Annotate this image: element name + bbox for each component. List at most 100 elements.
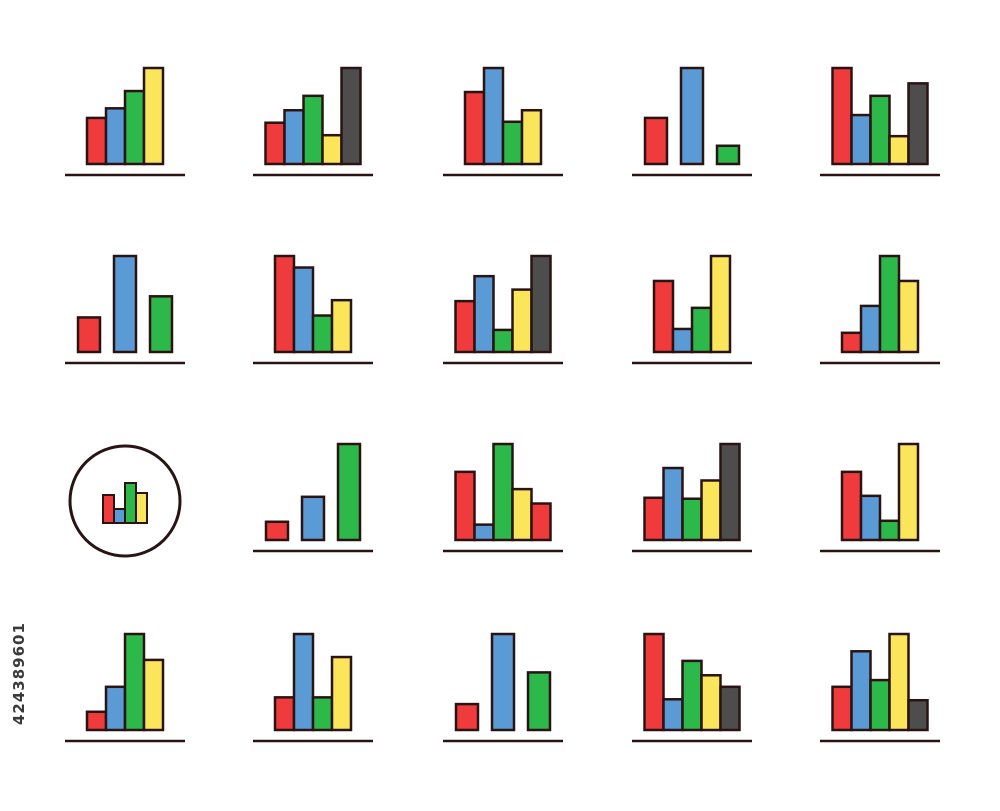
bar-3 — [311, 314, 334, 354]
circle-frame — [68, 444, 182, 558]
icon-bar-chart-11 — [68, 444, 182, 558]
icon-bar-chart-14 — [632, 442, 752, 553]
bar-3 — [302, 94, 324, 166]
bar-4 — [321, 133, 343, 166]
bar-4 — [142, 658, 165, 732]
icon-bar-chart-16 — [65, 632, 185, 743]
bar-1 — [454, 702, 480, 732]
icon-bar-chart-12 — [253, 442, 373, 553]
bar-1 — [273, 696, 296, 732]
bar-2 — [112, 254, 138, 354]
icon-bar-chart-7 — [253, 254, 373, 365]
bar-1 — [840, 331, 863, 354]
icon-bar-chart-15 — [820, 442, 940, 553]
bar-3 — [715, 144, 741, 166]
bar-3 — [878, 519, 901, 542]
bar-2 — [662, 466, 684, 542]
icon-bar-chart-2 — [253, 66, 373, 177]
bar-1 — [643, 496, 665, 542]
bar-1 — [652, 279, 675, 354]
bar-3 — [526, 671, 552, 732]
bar-5 — [530, 254, 552, 354]
bar-1 — [831, 66, 853, 166]
bar-3 — [690, 306, 713, 354]
bar-3 — [336, 442, 362, 542]
bar-3 — [123, 632, 146, 732]
bar-2 — [850, 113, 872, 166]
bar-2 — [662, 698, 684, 732]
bar-4 — [520, 108, 543, 166]
bar-5 — [907, 82, 929, 166]
bar-1 — [85, 710, 108, 732]
icon-bar-chart-18 — [443, 632, 563, 743]
bar-1 — [840, 470, 863, 542]
icon-bar-chart-4 — [632, 66, 752, 177]
icon-bar-chart-5 — [820, 66, 940, 177]
bar-4 — [511, 487, 533, 542]
bar-2 — [679, 66, 705, 166]
bar-4 — [897, 279, 920, 354]
bar-3 — [869, 94, 891, 166]
bar-2 — [859, 494, 882, 542]
icon-bar-chart-20 — [820, 632, 940, 743]
bar-4 — [142, 66, 165, 166]
bar-2 — [859, 304, 882, 354]
bar-2 — [300, 495, 326, 542]
bar-4 — [330, 655, 353, 732]
bar-3 — [492, 442, 514, 542]
icons-layer — [65, 66, 940, 743]
bar-1 — [102, 494, 115, 524]
bar-3 — [124, 482, 137, 524]
bar-4 — [700, 479, 722, 542]
bar-2 — [490, 632, 516, 732]
bar-1 — [273, 254, 296, 354]
bar-1 — [76, 316, 102, 354]
bar-5 — [719, 685, 741, 732]
bar-1 — [463, 90, 486, 166]
bar-4 — [511, 288, 533, 354]
bar-4 — [700, 674, 722, 732]
bar-2 — [473, 523, 495, 542]
bar-3 — [311, 696, 334, 732]
bar-2 — [104, 107, 127, 166]
bar-4 — [888, 632, 910, 732]
bar-5 — [907, 698, 929, 732]
bar-1 — [454, 299, 476, 354]
bar-2 — [473, 274, 495, 354]
bar-2 — [104, 685, 127, 732]
icon-bar-chart-13 — [443, 442, 563, 553]
icon-bar-chart-17 — [253, 632, 373, 743]
bar-3 — [123, 89, 146, 166]
bar-4 — [888, 134, 910, 166]
bar-3 — [878, 254, 901, 354]
bar-5 — [340, 66, 362, 166]
bar-3 — [492, 328, 514, 354]
bar-4 — [897, 442, 920, 542]
bar-1 — [264, 121, 286, 166]
stock-image-id: 424389601 — [10, 622, 28, 725]
bar-1 — [85, 116, 108, 166]
icon-bar-chart-9 — [632, 254, 752, 365]
icon-bar-chart-3 — [443, 66, 563, 177]
bar-2 — [671, 327, 694, 354]
bar-3 — [681, 659, 703, 732]
icon-bar-chart-6 — [65, 254, 185, 365]
bar-1 — [643, 632, 665, 732]
bar-1 — [264, 520, 290, 542]
icon-bar-chart-19 — [632, 632, 752, 743]
icon-bar-chart-1 — [65, 66, 185, 177]
bar-4 — [135, 492, 148, 524]
icon-bar-chart-10 — [820, 254, 940, 365]
bar-5 — [530, 502, 552, 542]
bar-2 — [850, 650, 872, 732]
bar-2 — [113, 508, 126, 524]
bar-5 — [719, 442, 741, 542]
bar-4 — [330, 298, 353, 354]
bar-3 — [148, 295, 174, 354]
bar-2 — [292, 266, 315, 354]
bar-4 — [709, 254, 732, 354]
bar-2 — [292, 632, 315, 732]
bar-3 — [501, 120, 524, 166]
bar-2 — [283, 108, 305, 166]
